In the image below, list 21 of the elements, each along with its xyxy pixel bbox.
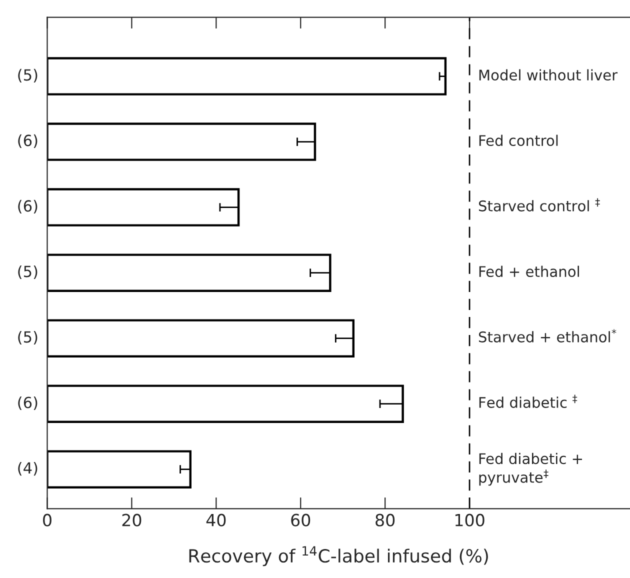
x-tick-label: 80 (376, 514, 395, 526)
text: (5) (18, 330, 38, 345)
x-tick-label: 60 (291, 514, 310, 526)
text: (4) (18, 462, 38, 476)
y-tick-label: Model without liver (479, 69, 618, 81)
text: (6) (18, 134, 38, 148)
text: (6) (18, 200, 38, 214)
x-tick-label: 40 (206, 514, 226, 526)
x-axis-title: Recovery of $^{14}$C-label infused (%) (189, 546, 488, 566)
text: (6) (18, 396, 38, 410)
y-tick-label: Fed diabetic $^{‡}$ (479, 394, 578, 408)
text: (5) (18, 265, 38, 280)
x-tick-label: 100 (455, 514, 484, 526)
y-tick-label: Starved control $^{‡}$ (478, 198, 600, 212)
y-tick-label: Starved + ethanol$^{*}$ (478, 329, 616, 342)
x-tick-label: 0 (43, 514, 52, 526)
y-tick-label: Fed diabetic + pyruvate$^{‡}$ (479, 452, 582, 486)
y-tick-label: Fed control (479, 134, 558, 146)
y-tick-label: Fed + ethanol (479, 266, 580, 278)
text: (5) (18, 68, 38, 83)
x-tick-label: 20 (122, 514, 142, 526)
